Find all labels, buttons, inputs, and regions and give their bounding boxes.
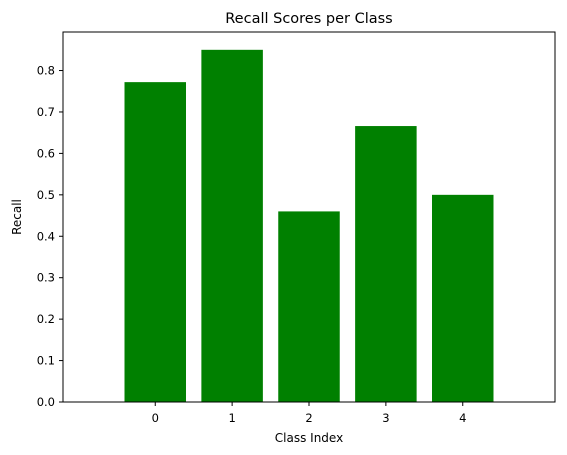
x-tick-label: 4: [459, 411, 466, 425]
bar-class-4: [432, 194, 494, 402]
y-tick-label: 0.3: [37, 271, 55, 285]
x-tick-label: 3: [382, 411, 389, 425]
chart-title: Recall Scores per Class: [225, 11, 393, 27]
y-tick-label: 0.0: [37, 395, 55, 409]
y-tick-label: 0.5: [37, 188, 55, 202]
bar-class-3: [355, 126, 417, 403]
bar-class-2: [278, 211, 340, 402]
x-axis-label: Class Index: [275, 431, 343, 445]
y-tick-label: 0.6: [37, 146, 55, 160]
y-axis-ticks: 0.0 0.1 0.2 0.3 0.4 0.5 0.6 0.7 0.8: [37, 64, 63, 409]
x-tick-label: 1: [228, 411, 235, 425]
x-tick-label: 2: [305, 411, 312, 425]
y-axis-label: Recall: [10, 199, 24, 235]
y-tick-label: 0.4: [37, 229, 55, 243]
bar-class-1: [201, 49, 263, 403]
y-tick-label: 0.7: [37, 105, 55, 119]
x-axis-ticks: 0 1 2 3 4: [152, 402, 466, 425]
y-tick-label: 0.1: [37, 354, 55, 368]
y-tick-label: 0.8: [37, 64, 55, 78]
bars-group: [124, 49, 494, 403]
bar-class-0: [124, 82, 186, 403]
x-tick-label: 0: [152, 411, 159, 425]
plot-area-frame: [62, 31, 556, 403]
y-tick-label: 0.2: [37, 312, 55, 326]
